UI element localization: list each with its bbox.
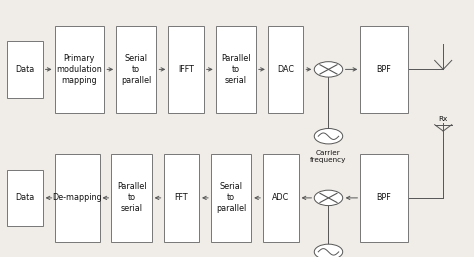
Text: Serial
to
parallel: Serial to parallel xyxy=(216,182,246,214)
Text: Serial
to
parallel: Serial to parallel xyxy=(121,54,151,85)
Text: ADC: ADC xyxy=(272,193,290,203)
Text: Parallel
to
serial: Parallel to serial xyxy=(221,54,251,85)
Bar xyxy=(168,26,204,113)
Text: Parallel
to
serial: Parallel to serial xyxy=(117,182,146,214)
Bar xyxy=(116,26,156,113)
Text: DAC: DAC xyxy=(277,65,294,74)
Bar xyxy=(360,26,408,113)
Circle shape xyxy=(314,244,343,257)
Bar xyxy=(7,41,43,98)
Text: Rx: Rx xyxy=(438,116,448,122)
Text: FFT: FFT xyxy=(174,193,188,203)
Bar xyxy=(55,26,104,113)
Circle shape xyxy=(314,190,343,206)
Text: IFFT: IFFT xyxy=(178,65,194,74)
Bar xyxy=(111,154,152,242)
Circle shape xyxy=(314,62,343,77)
Text: BPF: BPF xyxy=(376,193,392,203)
Bar xyxy=(7,170,43,226)
Bar xyxy=(263,154,299,242)
Bar xyxy=(55,154,100,242)
Text: BPF: BPF xyxy=(376,65,392,74)
Text: De-mapping: De-mapping xyxy=(52,193,102,203)
Circle shape xyxy=(314,128,343,144)
Bar xyxy=(164,154,199,242)
Text: Data: Data xyxy=(15,193,35,203)
Text: Carrier
frequency: Carrier frequency xyxy=(310,150,346,163)
Bar xyxy=(268,26,303,113)
Bar xyxy=(211,154,251,242)
Bar xyxy=(216,26,256,113)
Text: Data: Data xyxy=(15,65,35,74)
Text: Primary
modulation
mapping: Primary modulation mapping xyxy=(56,54,102,85)
Bar xyxy=(360,154,408,242)
